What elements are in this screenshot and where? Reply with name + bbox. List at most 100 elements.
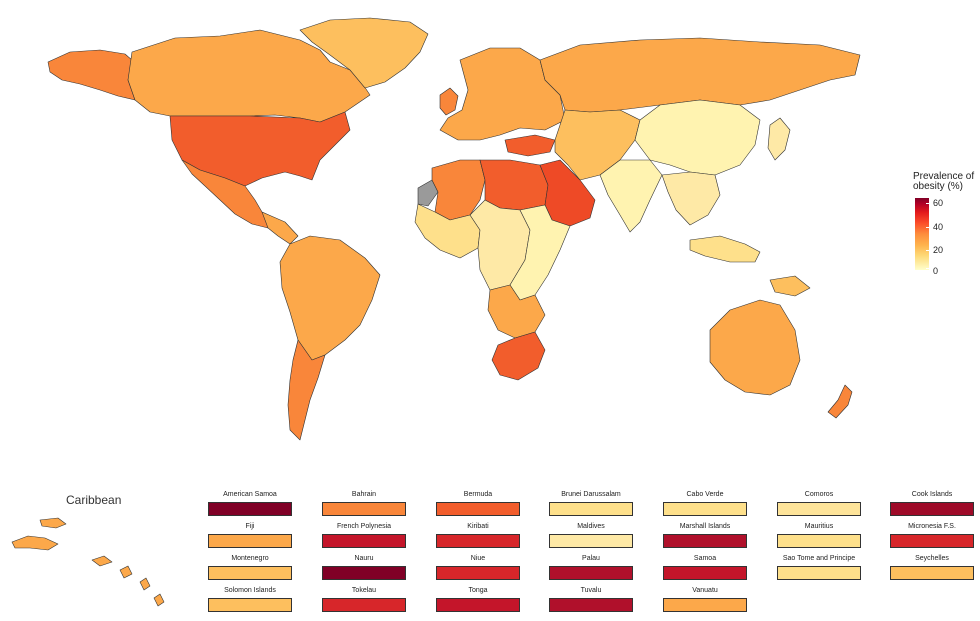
small-state-kiribati: Kiribati (436, 523, 520, 553)
region-southern-africa[interactable] (487, 284, 546, 339)
region-uk[interactable] (439, 87, 459, 116)
region-south-asia[interactable] (599, 159, 663, 233)
small-state-fiji: Fiji (208, 523, 292, 553)
small-state-label: Micronesia F.S. (908, 523, 956, 530)
small-state-american-samoa: American Samoa (208, 491, 292, 521)
small-state-label: Cabo Verde (686, 491, 724, 498)
small-state-swatch[interactable] (436, 598, 520, 612)
small-state-label: Bahrain (351, 491, 377, 498)
small-state-bermuda: Bermuda (436, 491, 520, 521)
region-europe[interactable] (439, 47, 566, 141)
small-state-label: Nauru (354, 555, 374, 562)
small-state-sao-tome-and-principe: Sao Tome and Principe (777, 555, 861, 585)
region-arabia[interactable] (539, 159, 596, 227)
small-state-micronesia-f-s: Micronesia F.S. (890, 523, 974, 553)
small-state-swatch[interactable] (322, 534, 406, 548)
region-caribbean-inset[interactable] (11, 517, 165, 607)
small-state-solomon-islands: Solomon Islands (208, 587, 292, 617)
region-new-zealand[interactable] (827, 384, 853, 419)
small-state-brunei-darussalam: Brunei Darussalam (549, 491, 633, 521)
small-state-label: Marshall Islands (679, 523, 731, 530)
region-iran-central-asia[interactable] (554, 109, 641, 181)
small-state-marshall-islands: Marshall Islands (663, 523, 747, 553)
small-state-swatch[interactable] (663, 566, 747, 580)
map-legend: Prevalence of obesity (%) 60 40 20 0 (913, 171, 979, 276)
region-alaska[interactable] (47, 49, 136, 101)
small-state-label: American Samoa (223, 491, 277, 498)
region-indonesia[interactable] (689, 235, 761, 263)
small-state-swatch[interactable] (436, 502, 520, 516)
region-greenland[interactable] (299, 17, 429, 89)
small-state-nauru: Nauru (322, 555, 406, 585)
small-state-label: Tuvalu (580, 587, 602, 594)
small-state-swatch[interactable] (208, 502, 292, 516)
small-state-cook-islands: Cook Islands (890, 491, 974, 521)
small-state-seychelles: Seychelles (890, 555, 974, 585)
small-state-swatch[interactable] (549, 502, 633, 516)
legend-title-line1: Prevalence of (913, 171, 975, 182)
region-png[interactable] (769, 275, 811, 297)
small-state-swatch[interactable] (549, 598, 633, 612)
region-australia[interactable] (709, 299, 801, 396)
small-state-label: Kiribati (467, 523, 489, 530)
small-state-swatch[interactable] (208, 566, 292, 580)
small-state-swatch[interactable] (663, 598, 747, 612)
small-state-tokelau: Tokelau (322, 587, 406, 617)
small-state-swatch[interactable] (436, 534, 520, 548)
legend-tick-40: 40 (933, 222, 944, 232)
small-state-label: Palau (582, 555, 600, 562)
small-state-swatch[interactable] (777, 502, 861, 516)
small-state-montenegro: Montenegro (208, 555, 292, 585)
small-state-samoa: Samoa (663, 555, 747, 585)
region-argentina[interactable] (287, 339, 326, 441)
small-state-swatch[interactable] (208, 598, 292, 612)
small-state-french-polynesia: French Polynesia (322, 523, 406, 553)
small-state-swatch[interactable] (890, 566, 974, 580)
small-state-swatch[interactable] (322, 598, 406, 612)
region-southeast-asia[interactable] (661, 171, 721, 226)
small-state-mauritius: Mauritius (777, 523, 861, 553)
small-state-label: Cook Islands (911, 491, 953, 498)
small-state-swatch[interactable] (208, 534, 292, 548)
small-state-label: French Polynesia (336, 523, 392, 530)
legend-tick-20: 20 (933, 245, 944, 255)
region-south-america[interactable] (279, 235, 381, 361)
small-state-label: Brunei Darussalam (561, 491, 621, 498)
small-state-label: Bermuda (463, 491, 493, 498)
small-state-label: Niue (470, 555, 486, 562)
region-east-africa[interactable] (509, 204, 571, 301)
small-state-swatch[interactable] (322, 566, 406, 580)
small-state-maldives: Maldives (549, 523, 633, 553)
small-state-label: Comoros (804, 491, 834, 498)
small-state-label: Montenegro (231, 555, 269, 562)
small-state-label: Solomon Islands (224, 587, 276, 594)
small-state-swatch[interactable] (663, 502, 747, 516)
legend-tick-60: 60 (933, 198, 944, 208)
small-state-swatch[interactable] (549, 534, 633, 548)
small-state-swatch[interactable] (549, 566, 633, 580)
small-state-swatch[interactable] (777, 566, 861, 580)
small-state-swatch[interactable] (436, 566, 520, 580)
region-china[interactable] (634, 99, 761, 176)
small-state-swatch[interactable] (777, 534, 861, 548)
small-state-swatch[interactable] (322, 502, 406, 516)
small-state-label: Samoa (693, 555, 717, 562)
region-south-africa[interactable] (491, 331, 546, 381)
small-state-tuvalu: Tuvalu (549, 587, 633, 617)
small-state-tonga: Tonga (436, 587, 520, 617)
small-state-swatch[interactable] (890, 534, 974, 548)
small-state-swatch[interactable] (890, 502, 974, 516)
small-state-palau: Palau (549, 555, 633, 585)
small-state-label: Tokelau (351, 587, 377, 594)
small-state-cabo-verde: Cabo Verde (663, 491, 747, 521)
small-state-bahrain: Bahrain (322, 491, 406, 521)
region-western-sahara[interactable] (417, 179, 439, 207)
caribbean-inset-title: Caribbean (66, 493, 122, 507)
region-turkey[interactable] (504, 134, 556, 157)
legend-color-scale (915, 198, 929, 270)
small-state-label: Mauritius (804, 523, 834, 530)
region-japan-korea[interactable] (767, 117, 791, 161)
small-state-vanuatu: Vanuatu (663, 587, 747, 617)
small-state-swatch[interactable] (663, 534, 747, 548)
